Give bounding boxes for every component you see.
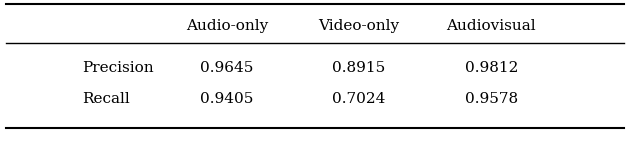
Text: Audio-only: Audio-only — [186, 19, 268, 33]
Text: 0.9812: 0.9812 — [465, 61, 518, 75]
Text: 0.9405: 0.9405 — [200, 92, 253, 106]
Text: 0.9578: 0.9578 — [465, 92, 518, 106]
Text: Recall: Recall — [82, 92, 130, 106]
Text: Audiovisual: Audiovisual — [447, 19, 536, 33]
Text: Video-only: Video-only — [319, 19, 399, 33]
Text: 0.9645: 0.9645 — [200, 61, 253, 75]
Text: 0.7024: 0.7024 — [333, 92, 386, 106]
Text: 0.8915: 0.8915 — [333, 61, 386, 75]
Text: Precision: Precision — [82, 61, 154, 75]
